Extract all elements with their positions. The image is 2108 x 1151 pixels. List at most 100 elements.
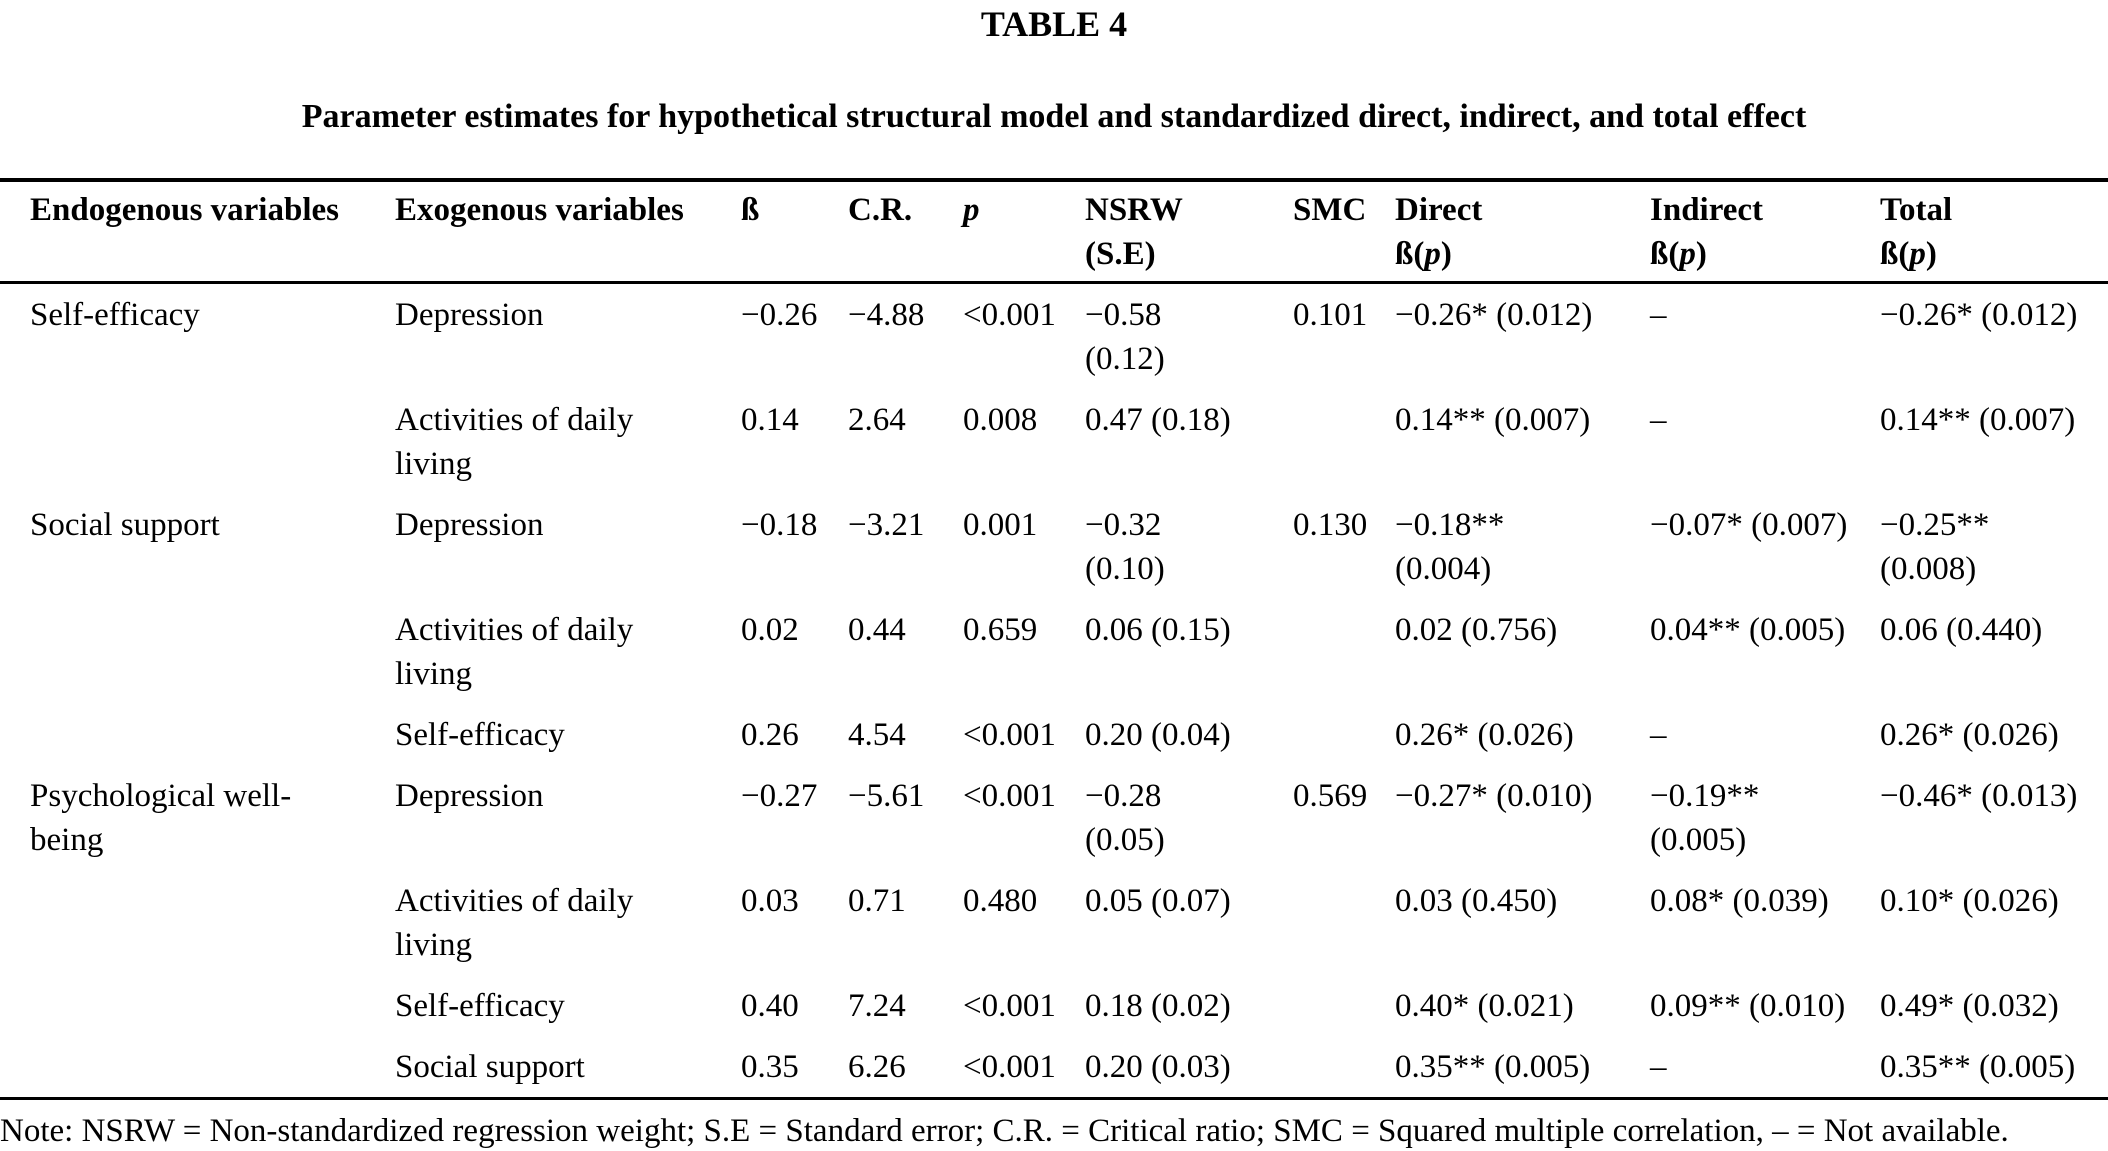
cell-direct: 0.03 (0.450): [1395, 883, 1558, 919]
cell-total: 0.06 (0.440): [1880, 612, 2043, 648]
col-header-indirect: Indirect ß(p): [1650, 180, 1880, 284]
cell-endogenous: Social support: [30, 507, 220, 543]
cell-direct: 0.40* (0.021): [1395, 988, 1574, 1024]
cell-p: 0.008: [963, 402, 1038, 438]
col-header-total: Total ß(p): [1880, 180, 2108, 284]
beta-p-notation: ß(p): [1880, 236, 1937, 272]
cell-total: −0.46* (0.013): [1880, 778, 2078, 814]
table-row: Activities of daily living 0.03 0.71 0.4…: [0, 870, 2108, 975]
cell-nsrw: 0.18 (0.02): [1085, 988, 1231, 1024]
cell-cr: −4.88: [848, 297, 925, 333]
direct-label: Direct: [1395, 192, 1483, 228]
cell-p: <0.001: [963, 297, 1056, 333]
cell-smc: 0.569: [1293, 778, 1368, 814]
cell-smc: [1293, 389, 1395, 494]
cell-smc: 0.130: [1293, 507, 1368, 543]
cell-direct: −0.26* (0.012): [1395, 297, 1593, 333]
cell-exogenous: Social support: [395, 1049, 585, 1085]
cell-cr: 0.71: [848, 883, 906, 919]
cell-p: <0.001: [963, 988, 1056, 1024]
cell-p: 0.659: [963, 612, 1038, 648]
cell-direct: 0.02 (0.756): [1395, 612, 1558, 648]
table-row: Self-efficacy 0.40 7.24 <0.001 0.18 (0.0…: [0, 975, 2108, 1036]
cell-beta: 0.26: [741, 717, 799, 753]
table-row: Activities of daily living 0.02 0.44 0.6…: [0, 599, 2108, 704]
cell-direct: 0.26* (0.026): [1395, 717, 1574, 753]
cell-p: 0.480: [963, 883, 1038, 919]
cell-nsrw: 0.47 (0.18): [1085, 402, 1231, 438]
table-row: Social support Depression −0.18 −3.21 0.…: [0, 494, 2108, 599]
p-symbol: p: [963, 192, 980, 228]
cell-total: 0.35** (0.005): [1880, 1049, 2076, 1085]
cell-endogenous: [0, 975, 395, 1036]
cell-cr: 6.26: [848, 1049, 906, 1085]
cell-p: <0.001: [963, 1049, 1056, 1085]
beta-p-notation: ß(p): [1650, 236, 1707, 272]
cell-beta: 0.14: [741, 402, 799, 438]
cell-cr: 0.44: [848, 612, 906, 648]
cell-exogenous: Self-efficacy: [395, 988, 565, 1024]
cell-indirect: –: [1650, 1049, 1667, 1085]
cell-direct: 0.14** (0.007): [1395, 402, 1591, 438]
cell-beta: 0.40: [741, 988, 799, 1024]
cell-smc: [1293, 870, 1395, 975]
cell-direct: −0.27* (0.010): [1395, 778, 1593, 814]
table-row: Psychological well- being Depression −0.…: [0, 765, 2108, 870]
cell-exogenous: Depression: [395, 778, 544, 814]
cell-total: 0.14** (0.007): [1880, 402, 2076, 438]
cell-indirect: –: [1650, 402, 1667, 438]
cell-smc: [1293, 1036, 1395, 1099]
cell-endogenous: [0, 1036, 395, 1099]
cell-smc: [1293, 975, 1395, 1036]
cell-p: 0.001: [963, 507, 1038, 543]
indirect-label: Indirect: [1650, 192, 1764, 228]
cell-nsrw: −0.32 (0.10): [1085, 507, 1165, 587]
cell-smc: [1293, 599, 1395, 704]
cell-endogenous: [0, 599, 395, 704]
cell-endogenous: [0, 704, 395, 765]
cell-cr: −5.61: [848, 778, 925, 814]
cell-exogenous: Activities of daily living: [395, 883, 634, 963]
cell-indirect: –: [1650, 297, 1667, 333]
cell-exogenous: Self-efficacy: [395, 717, 565, 753]
cell-endogenous: [0, 389, 395, 494]
cell-nsrw: 0.05 (0.07): [1085, 883, 1231, 919]
cell-cr: −3.21: [848, 507, 925, 543]
col-header-exogenous-variables: Exogenous variables: [395, 180, 741, 284]
col-header-direct: Direct ß(p): [1395, 180, 1650, 284]
cell-indirect: 0.04** (0.005): [1650, 612, 1846, 648]
cell-nsrw: −0.58 (0.12): [1085, 297, 1165, 377]
cell-indirect: −0.07* (0.007): [1650, 507, 1848, 543]
col-header-beta: ß: [741, 180, 848, 284]
cell-nsrw: 0.20 (0.04): [1085, 717, 1231, 753]
cell-beta: 0.02: [741, 612, 799, 648]
cell-exogenous: Activities of daily living: [395, 612, 634, 692]
cell-beta: 0.35: [741, 1049, 799, 1085]
cell-endogenous: Self-efficacy: [30, 297, 200, 333]
cell-total: −0.26* (0.012): [1880, 297, 2078, 333]
col-header-smc: SMC: [1293, 180, 1395, 284]
cell-nsrw: −0.28 (0.05): [1085, 778, 1165, 858]
beta-p-notation: ß(p): [1395, 236, 1452, 272]
table-row: Social support 0.35 6.26 <0.001 0.20 (0.…: [0, 1036, 2108, 1099]
table-row: Self-efficacy Depression −0.26 −4.88 <0.…: [0, 283, 2108, 390]
cell-indirect: 0.08* (0.039): [1650, 883, 1829, 919]
table-caption: Parameter estimates for hypothetical str…: [301, 98, 1807, 135]
cell-cr: 7.24: [848, 988, 906, 1024]
header-row: Endogenous variables Exogenous variables…: [0, 180, 2108, 284]
cell-beta: −0.26: [741, 297, 818, 333]
col-header-endogenous-variables: Endogenous variables: [0, 180, 395, 284]
cell-cr: 4.54: [848, 717, 906, 753]
cell-indirect: 0.09** (0.010): [1650, 988, 1846, 1024]
cell-direct: −0.18** (0.004): [1395, 507, 1505, 587]
cell-total: 0.49* (0.032): [1880, 988, 2059, 1024]
cell-smc: 0.101: [1293, 297, 1368, 333]
parameter-estimates-table: Endogenous variables Exogenous variables…: [0, 178, 2108, 1100]
table-row: Self-efficacy 0.26 4.54 <0.001 0.20 (0.0…: [0, 704, 2108, 765]
cell-cr: 2.64: [848, 402, 906, 438]
col-header-nsrw-se: NSRW (S.E): [1085, 180, 1293, 284]
cell-exogenous: Activities of daily living: [395, 402, 634, 482]
col-header-cr: C.R.: [848, 180, 963, 284]
cell-total: −0.25** (0.008): [1880, 507, 1990, 587]
cell-beta: −0.18: [741, 507, 818, 543]
